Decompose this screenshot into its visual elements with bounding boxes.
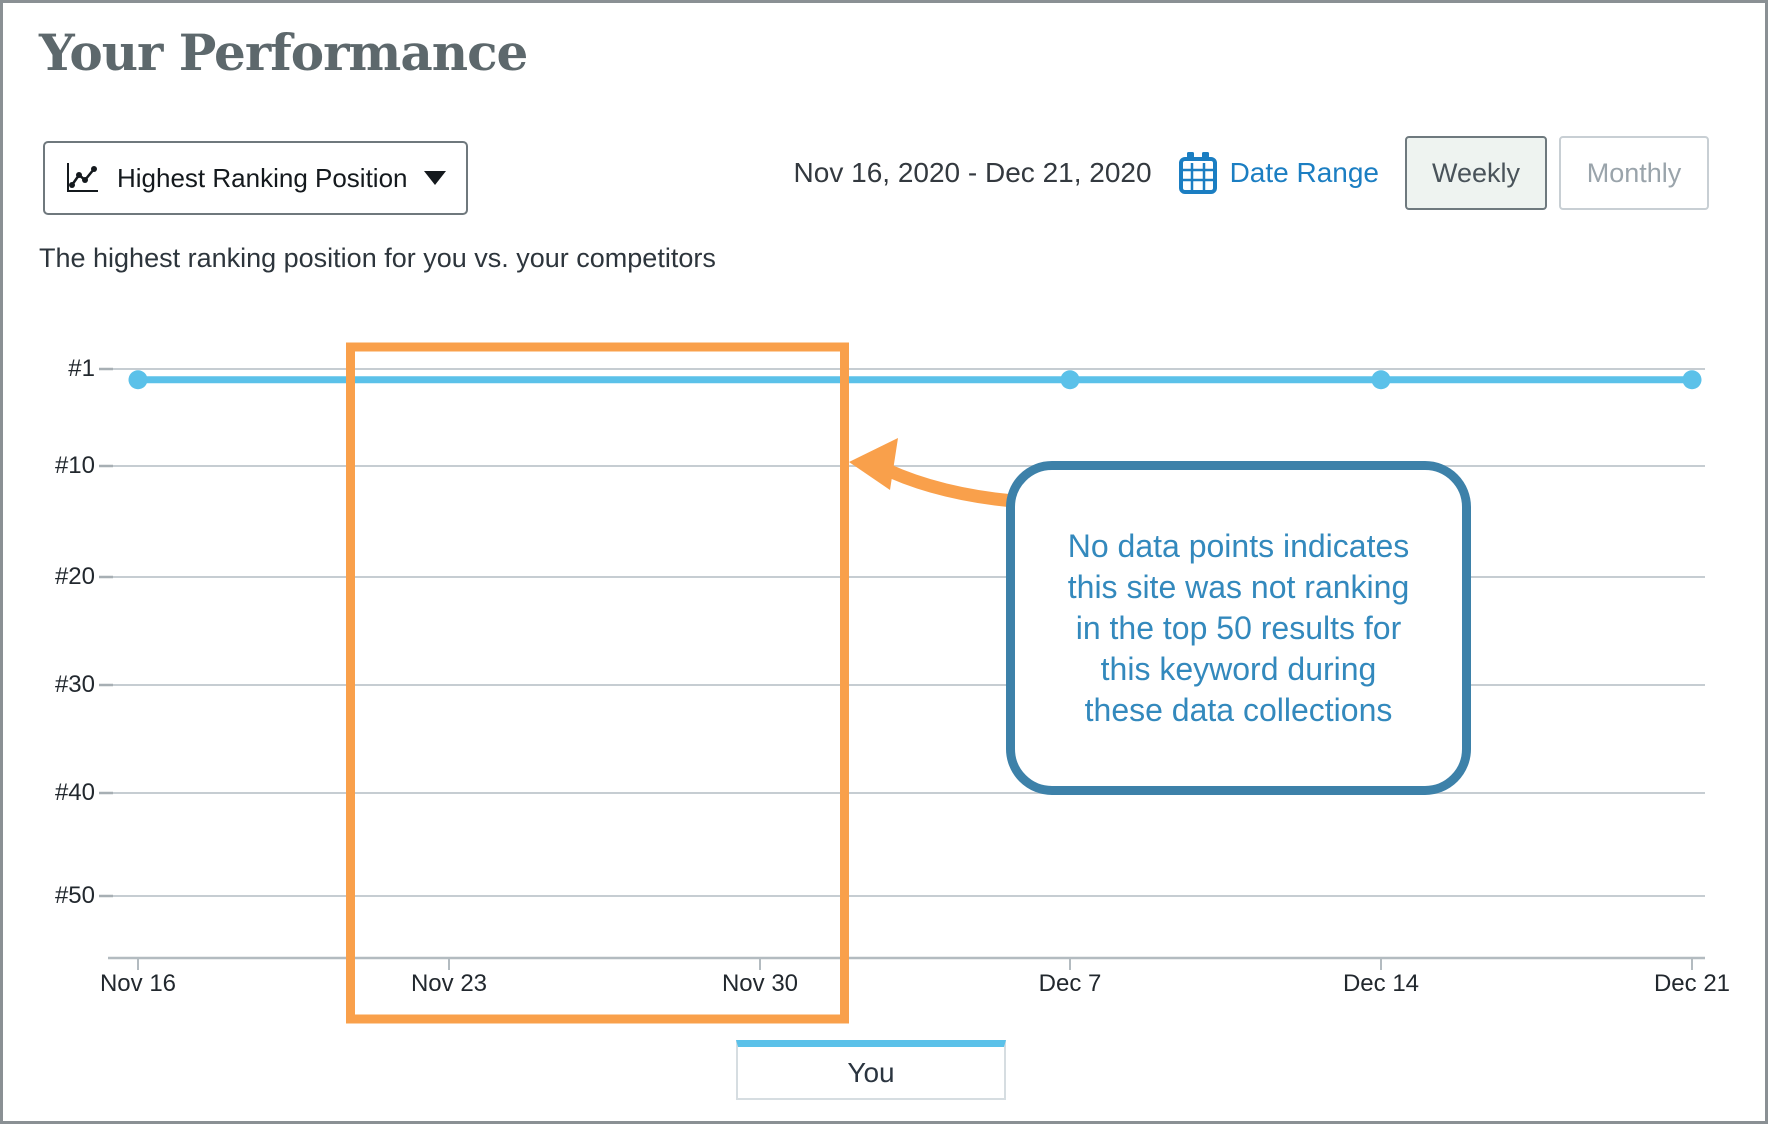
y-tick-label: #40 (54, 779, 95, 806)
date-range-link[interactable]: Date Range (1229, 157, 1379, 188)
y-tick-label: #50 (54, 882, 95, 909)
chart-subtitle: The highest ranking position for you vs.… (39, 243, 716, 273)
data-point[interactable] (1371, 370, 1391, 390)
callout-arrow-head (849, 438, 898, 490)
chevron-down-icon (423, 171, 446, 185)
x-tick-label: Nov 30 (721, 970, 799, 997)
metric-dropdown[interactable]: Highest Ranking Position (43, 141, 468, 215)
data-point[interactable] (128, 370, 148, 390)
y-tick-label: #30 (54, 671, 95, 698)
legend-item-you[interactable]: You (736, 1040, 1006, 1100)
data-point[interactable] (1682, 370, 1702, 390)
callout-line: in the top 50 results for (1075, 609, 1402, 646)
calendar-icon[interactable] (1178, 150, 1218, 196)
x-tick-label: Nov 23 (410, 970, 488, 997)
x-tick-label: Nov 16 (99, 970, 177, 997)
no-data-callout: No data points indicates this site was n… (1006, 461, 1471, 795)
y-tick-label: #10 (54, 452, 95, 479)
callout-line: this keyword during (1100, 650, 1377, 687)
weekly-button[interactable]: Weekly (1405, 136, 1547, 210)
highlight-rectangle (346, 342, 849, 1024)
date-controls: Nov 16, 2020 - Dec 21, 2020 Date Range W… (794, 136, 1709, 210)
x-tick-label: Dec 7 (1038, 970, 1102, 997)
performance-chart (99, 342, 1705, 1024)
metric-dropdown-label: Highest Ranking Position (117, 162, 408, 193)
callout-line: this site was not ranking (1067, 568, 1410, 605)
legend-you-label: You (847, 1056, 895, 1088)
series-you-line (128, 370, 1702, 390)
monthly-button[interactable]: Monthly (1559, 136, 1709, 210)
x-tick-label: Dec 21 (1653, 970, 1731, 997)
y-tick-label: #20 (54, 563, 95, 590)
callout-line: these data collections (1084, 691, 1393, 728)
line-chart-icon (65, 161, 101, 195)
data-point[interactable] (1060, 370, 1080, 390)
date-range-value: Nov 16, 2020 - Dec 21, 2020 (793, 157, 1152, 188)
callout-arrow (849, 438, 1020, 508)
x-tick-label: Dec 14 (1342, 970, 1420, 997)
callout-line: No data points indicates (1067, 527, 1410, 564)
page-title: Your Performance (39, 23, 528, 82)
y-tick-label: #1 (68, 355, 95, 382)
